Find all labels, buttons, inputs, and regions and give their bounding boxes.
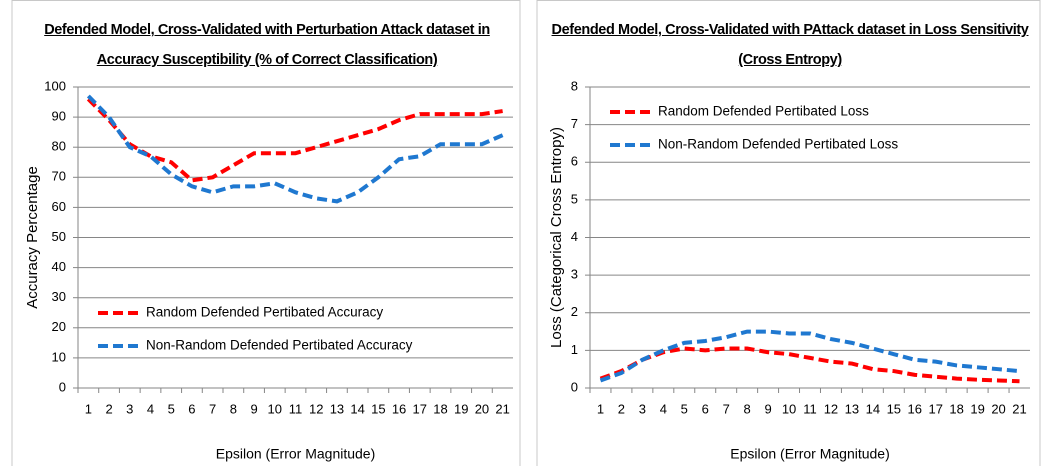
x-tick-label: 14	[866, 401, 880, 416]
y-tick-label: 8	[571, 78, 578, 93]
x-tick-label: 5	[681, 401, 688, 416]
x-tick-label: 3	[639, 401, 646, 416]
y-tick-label: 4	[571, 229, 578, 244]
x-tick-label: 17	[928, 401, 942, 416]
x-tick-label: 12	[824, 401, 838, 416]
x-tick-label: 10	[782, 401, 796, 416]
legend-label: Non-Random Defended Pertibated Accuracy	[146, 338, 413, 353]
legend-label: Random Defended Pertibated Loss	[658, 104, 869, 119]
x-tick-label: 1	[597, 401, 604, 416]
y-tick-label: 6	[571, 154, 578, 169]
y-tick-label: 0	[571, 379, 578, 394]
legend-label: Non-Random Defended Pertibated Loss	[658, 137, 898, 152]
series-line	[86, 97, 503, 183]
x-tick-label: 15	[887, 401, 901, 416]
x-tick-label: 18	[433, 401, 447, 416]
x-tick-label: 6	[188, 401, 195, 416]
series-line	[599, 329, 1020, 383]
x-axis-label: Epsilon (Error Magnitude)	[730, 446, 890, 462]
y-tick-label: 70	[52, 169, 66, 184]
x-tick-label: 2	[618, 401, 625, 416]
x-tick-label: 6	[702, 401, 709, 416]
x-tick-label: 16	[908, 401, 922, 416]
x-tick-label: 16	[392, 401, 406, 416]
x-tick-label: 8	[744, 401, 751, 416]
x-tick-label: 9	[250, 401, 257, 416]
x-tick-label: 3	[126, 401, 133, 416]
x-tick-label: 11	[803, 401, 817, 416]
x-tick-label: 10	[268, 401, 282, 416]
x-tick-label: 2	[105, 401, 112, 416]
x-tick-label: 19	[970, 401, 984, 416]
y-tick-label: 1	[571, 342, 578, 357]
x-tick-label: 9	[764, 401, 771, 416]
y-tick-label: 20	[52, 319, 66, 334]
y-tick-label: 10	[52, 349, 66, 364]
x-tick-label: 17	[413, 401, 427, 416]
chart-title: Defended Model, Cross-Validated with PAt…	[551, 22, 1029, 68]
x-tick-label: 4	[147, 401, 154, 416]
y-tick-label: 2	[571, 304, 578, 319]
chart-title: Defended Model, Cross-Validated with Per…	[44, 22, 490, 68]
y-tick-label: 100	[44, 78, 66, 93]
x-tick-label: 7	[723, 401, 730, 416]
x-tick-label: 8	[230, 401, 237, 416]
x-tick-label: 15	[371, 401, 385, 416]
x-tick-label: 20	[475, 401, 489, 416]
y-tick-label: 0	[59, 379, 66, 394]
x-tick-label: 13	[845, 401, 859, 416]
x-tick-label: 21	[495, 401, 509, 416]
x-axis-label: Epsilon (Error Magnitude)	[216, 446, 376, 462]
x-tick-label: 18	[949, 401, 963, 416]
x-tick-label: 7	[209, 401, 216, 416]
series-line	[599, 346, 1020, 384]
y-tick-label: 5	[571, 191, 578, 206]
y-tick-label: 50	[52, 229, 66, 244]
y-tick-label: 3	[571, 267, 578, 282]
x-tick-label: 1	[85, 401, 92, 416]
y-axis-label: Loss (Categorical Cross Entropy)	[548, 127, 565, 348]
x-tick-label: 11	[289, 401, 303, 416]
x-tick-label: 19	[454, 401, 468, 416]
x-tick-label: 21	[1012, 401, 1026, 416]
y-tick-label: 7	[571, 116, 578, 131]
y-tick-label: 80	[52, 139, 66, 154]
y-tick-label: 90	[52, 109, 66, 124]
legend-label: Random Defended Pertibated Accuracy	[146, 305, 383, 320]
panel-border	[11, 0, 521, 466]
panel-border	[536, 0, 1041, 466]
x-tick-label: 14	[350, 401, 364, 416]
y-tick-label: 60	[52, 199, 66, 214]
x-tick-label: 4	[660, 401, 667, 416]
x-tick-label: 20	[991, 401, 1005, 416]
series-line	[86, 94, 504, 204]
x-tick-label: 5	[168, 401, 175, 416]
y-tick-label: 30	[52, 289, 66, 304]
y-tick-label: 40	[52, 259, 66, 274]
x-tick-label: 13	[330, 401, 344, 416]
y-axis-label: Accuracy Percentage	[24, 166, 41, 309]
x-tick-label: 12	[309, 401, 323, 416]
